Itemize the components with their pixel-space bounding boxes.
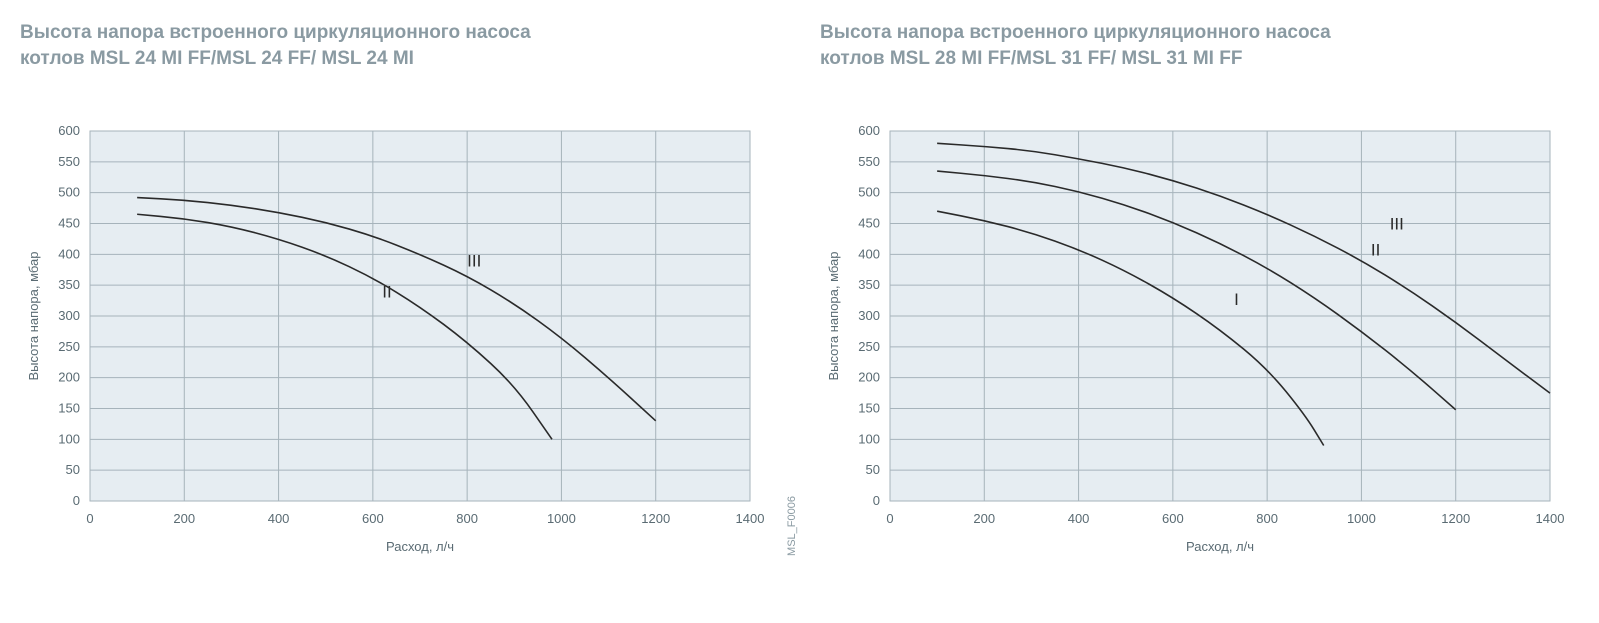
ytick-label: 250	[858, 339, 880, 354]
ytick-label: 400	[58, 247, 80, 262]
xtick-label: 600	[362, 511, 384, 526]
y-axis-label: Высота напора, мбар	[826, 252, 841, 381]
ytick-label: 0	[73, 493, 80, 508]
ytick-label: 550	[58, 154, 80, 169]
page-root: Высота напора встроенного циркуляционног…	[20, 20, 1579, 576]
ytick-label: 300	[858, 308, 880, 323]
ytick-label: 200	[858, 370, 880, 385]
ytick-label: 600	[58, 123, 80, 138]
left-side-code: MSL_F0006	[786, 496, 798, 556]
ytick-label: 150	[858, 401, 880, 416]
xtick-label: 1200	[1441, 511, 1470, 526]
ytick-label: 150	[58, 401, 80, 416]
curve-label-I: I	[1234, 290, 1239, 309]
right-chart-container: 0 200 400 600 800 1000 1200 1400 0 50 100 150 200 250…	[820, 121, 1580, 576]
xtick-label: 1000	[1347, 511, 1376, 526]
ytick-label: 100	[858, 432, 880, 447]
chart-svg: 0 200 400 600 800 1000 1200 1400 0 50 100 150 200 250…	[20, 121, 780, 571]
chart-svg: 0 200 400 600 800 1000 1200 1400 0 50 100 150 200 250…	[820, 121, 1580, 571]
left-title-line1: Высота напора встроенного циркуляционног…	[20, 22, 531, 43]
right-panel: Высота напора встроенного циркуляционног…	[820, 20, 1580, 576]
right-title-line1: Высота напора встроенного циркуляционног…	[820, 22, 1331, 43]
ytick-label: 50	[866, 462, 880, 477]
xtick-label: 200	[973, 511, 995, 526]
right-title: Высота напора встроенного циркуляционног…	[820, 20, 1580, 71]
ytick-label: 400	[858, 247, 880, 262]
curve-label-II: II	[382, 283, 391, 302]
ytick-label: 0	[873, 493, 880, 508]
ytick-label: 350	[58, 277, 80, 292]
curve-label-II: II	[1371, 241, 1380, 260]
ytick-label: 350	[858, 277, 880, 292]
ytick-label: 600	[858, 123, 880, 138]
left-panel: Высота напора встроенного циркуляционног…	[20, 20, 780, 576]
left-title-line2: котлов MSL 24 MI FF/MSL 24 FF/ MSL 24 MI	[20, 48, 414, 69]
xtick-label: 800	[1256, 511, 1278, 526]
ytick-label: 250	[58, 339, 80, 354]
xtick-label: 600	[1162, 511, 1184, 526]
xtick-label: 400	[268, 511, 290, 526]
ytick-label: 450	[58, 216, 80, 231]
xtick-label: 800	[456, 511, 478, 526]
ytick-label: 100	[58, 432, 80, 447]
curve-label-III: III	[1390, 215, 1404, 234]
left-chart-container: 0 200 400 600 800 1000 1200 1400 0 50 100 150 200 250…	[20, 121, 780, 576]
y-axis-label: Высота напора, мбар	[26, 252, 41, 381]
xtick-label: 1400	[736, 511, 765, 526]
x-axis-label: Расход, л/ч	[386, 539, 454, 554]
ytick-label: 200	[58, 370, 80, 385]
ytick-label: 550	[858, 154, 880, 169]
x-axis-label: Расход, л/ч	[1186, 539, 1254, 554]
curve-label-III: III	[467, 252, 481, 271]
xtick-label: 200	[173, 511, 195, 526]
xtick-label: 1200	[641, 511, 670, 526]
left-title: Высота напора встроенного циркуляционног…	[20, 20, 780, 71]
xtick-label: 0	[86, 511, 93, 526]
ytick-label: 300	[58, 308, 80, 323]
xtick-label: 400	[1068, 511, 1090, 526]
right-title-line2: котлов MSL 28 MI FF/MSL 31 FF/ MSL 31 MI…	[820, 48, 1242, 69]
ytick-label: 450	[858, 216, 880, 231]
ytick-label: 50	[66, 462, 80, 477]
xtick-label: 0	[886, 511, 893, 526]
xtick-label: 1400	[1536, 511, 1565, 526]
ytick-label: 500	[58, 185, 80, 200]
xtick-label: 1000	[547, 511, 576, 526]
ytick-label: 500	[858, 185, 880, 200]
